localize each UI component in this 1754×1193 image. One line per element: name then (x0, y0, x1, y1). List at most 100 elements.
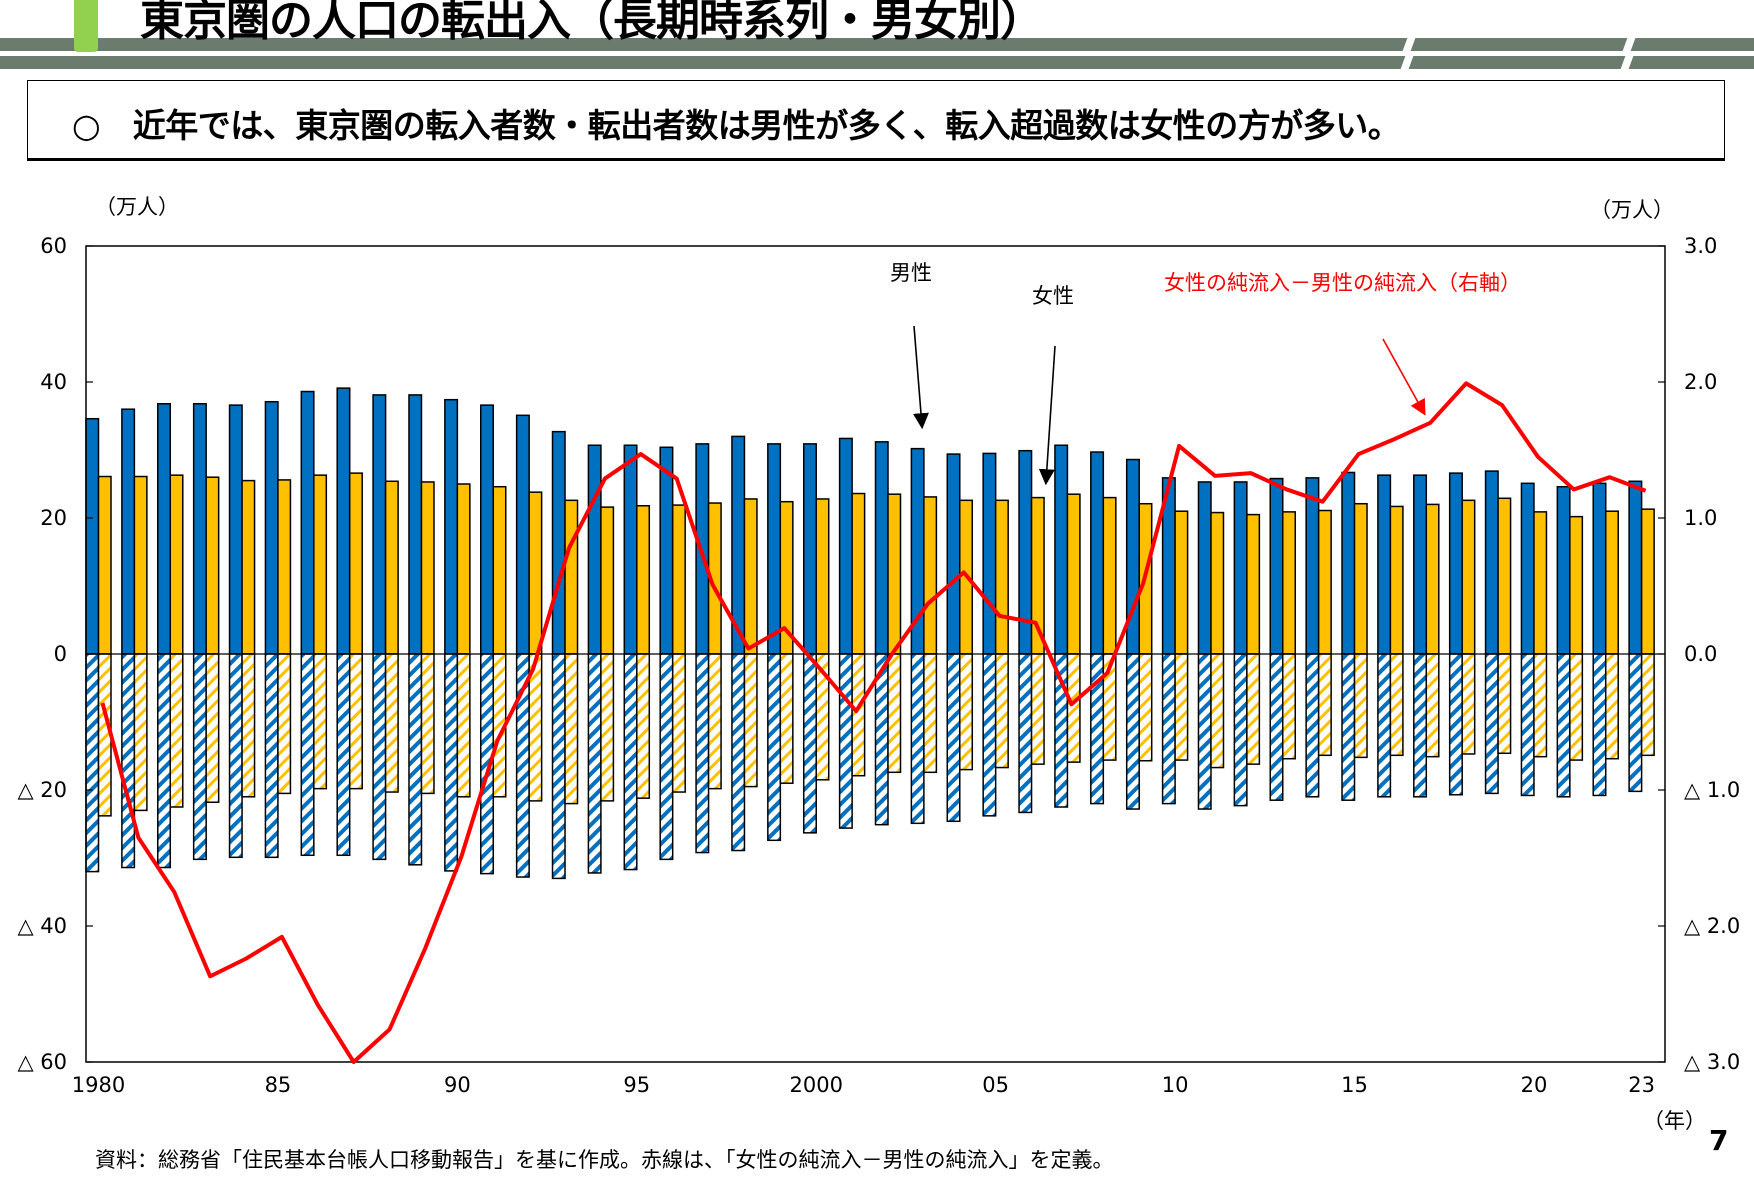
bar-female-out (420, 653, 435, 795)
bar-female-out (133, 653, 148, 812)
source-note: 資料：総務省「住民基本台帳人口移動報告」を基に作成。赤線は、「女性の純流入－男性… (95, 1148, 1114, 1172)
bar-female-out (994, 653, 1009, 769)
bar-female-in (277, 479, 292, 655)
bar-male-out (802, 653, 817, 834)
bar-female-in (1640, 508, 1655, 655)
bar-female-in (851, 492, 866, 655)
bar-female-out (456, 653, 471, 798)
bar-male-in (551, 430, 566, 655)
bar-male-out (336, 653, 351, 857)
bar-male-out (695, 653, 710, 854)
bar-female-out (169, 653, 184, 808)
header-band (0, 38, 1754, 51)
bar-male-in (1520, 482, 1535, 655)
annotation-line: 女性の純流入－男性の純流入（右軸） (1164, 271, 1521, 295)
bar-male-in (946, 453, 961, 655)
bar-male-out (1520, 653, 1535, 797)
bar-male-in (444, 398, 459, 655)
bar-female-in (205, 476, 220, 655)
bar-female-out (205, 653, 220, 803)
bar-female-in (1210, 511, 1225, 655)
bar-male-out (1628, 653, 1643, 793)
bar-male-out (1341, 653, 1356, 801)
bar-female-in (1102, 496, 1117, 655)
bar-male-in (336, 387, 351, 655)
bar-female-out (887, 653, 902, 774)
y-tick-label: △ 60 (17, 1050, 67, 1074)
bar-female-out (1210, 653, 1225, 769)
bar-male-in (228, 404, 243, 655)
bar-female-in (1066, 493, 1081, 655)
bar-female-out (1030, 653, 1045, 765)
x-tick-label: 10 (1162, 1073, 1189, 1097)
bar-male-in (1377, 474, 1392, 655)
bar-female-out (671, 653, 686, 793)
bar-male-in (659, 446, 674, 655)
bar-male-in (1090, 451, 1105, 655)
bar-female-in (1461, 499, 1476, 655)
bar-male-out (228, 653, 243, 859)
bar-male-in (767, 443, 782, 655)
bar-female-in (313, 474, 328, 655)
bar-male-out (121, 653, 136, 869)
y2-tick-label: △ 2.0 (1684, 914, 1740, 938)
left-axis-unit: （万人） (95, 195, 179, 219)
x-tick-label: 90 (444, 1073, 471, 1097)
bar-male-out (551, 653, 566, 880)
bar-female-out (313, 653, 328, 790)
bar-female-out (1282, 653, 1296, 760)
bar-male-out (982, 653, 997, 817)
bar-female-out (348, 653, 363, 790)
bar-female-in (1389, 505, 1404, 655)
bar-female-in (1604, 510, 1619, 655)
bar-male-in (1484, 470, 1499, 655)
bar-male-out (300, 653, 315, 857)
bar-male-in (1305, 477, 1320, 655)
bar-female-in (1317, 509, 1332, 655)
bar-female-in (456, 483, 471, 655)
bar-male-out (1269, 653, 1284, 801)
bar-female-in (994, 499, 1009, 655)
bar-female-in (1533, 511, 1548, 655)
bar-male-in (1054, 444, 1069, 655)
bar-female-out (636, 653, 651, 799)
bar-female-in (384, 480, 399, 655)
bar-male-in (192, 403, 207, 655)
bar-female-out (1425, 653, 1440, 758)
arrow-male (913, 325, 929, 430)
bar-male-out (1484, 653, 1499, 795)
x-tick-label: 05 (982, 1073, 1009, 1097)
bar-male-in (1628, 480, 1643, 655)
bar-female-in (636, 505, 651, 655)
bar-female-in (492, 485, 507, 655)
bar-female-out (1138, 653, 1153, 762)
bar-male-in (1197, 481, 1212, 655)
x-tick-label: 95 (623, 1073, 650, 1097)
bar-male-out (1125, 653, 1140, 810)
bar-female-in (600, 506, 615, 655)
bar-male-in (1413, 474, 1428, 655)
bar-female-out (779, 653, 794, 784)
bar-male-out (85, 653, 100, 873)
y-tick-label: 60 (40, 234, 67, 258)
bar-male-in (408, 394, 423, 655)
bar-female-out (1604, 653, 1619, 760)
bar-male-in (121, 408, 136, 655)
annotation-female: 女性 (1032, 284, 1074, 308)
bar-female-out (1640, 653, 1655, 757)
bar-male-in (802, 443, 817, 655)
bar-female-in (528, 491, 543, 655)
y2-tick-label: 0.0 (1684, 642, 1717, 666)
arrow-female (1038, 345, 1056, 486)
bar-female-out (1066, 653, 1081, 763)
bar-male-out (587, 653, 602, 874)
bar-female-out (384, 653, 399, 793)
bar-male-out (1161, 653, 1176, 805)
x-axis-unit: （年） (1643, 1109, 1706, 1133)
bar-male-in (623, 444, 638, 655)
bar-male-out (910, 653, 925, 825)
bar-female-in (348, 472, 363, 655)
bar-female-out (1353, 653, 1368, 759)
y2-tick-label: △ 1.0 (1684, 778, 1740, 802)
bar-male-in (874, 441, 889, 655)
